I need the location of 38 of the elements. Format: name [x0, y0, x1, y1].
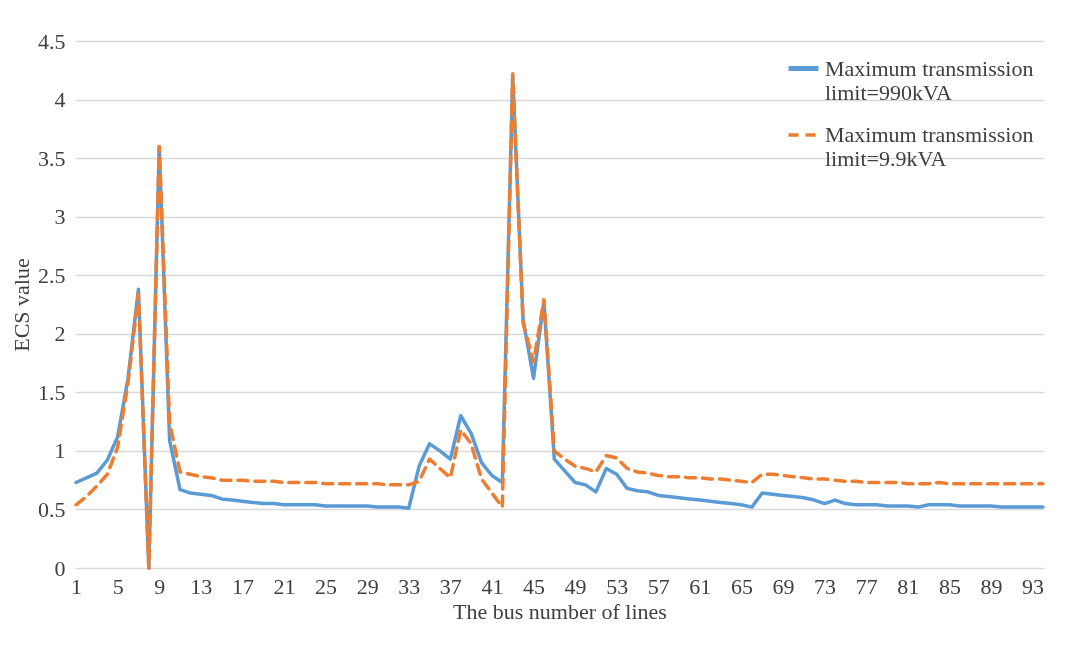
y-tick-label: 4.5 — [38, 28, 66, 54]
y-tick-label: 1 — [54, 438, 66, 464]
x-tick-label: 77 — [855, 573, 878, 599]
x-tick-label: 9 — [154, 573, 166, 599]
x-tick-label: 61 — [689, 573, 712, 599]
y-tick-label: 3 — [54, 204, 66, 230]
x-tick-label: 25 — [315, 573, 338, 599]
x-tick-label: 81 — [897, 573, 920, 599]
x-tick-label: 37 — [439, 573, 462, 599]
x-tick-label: 53 — [606, 573, 629, 599]
y-tick-label: 4 — [54, 87, 66, 113]
y-tick-label: 2.5 — [38, 262, 66, 288]
x-tick-label: 33 — [398, 573, 421, 599]
x-tick-label: 41 — [481, 573, 504, 599]
y-axis-title: ECS value — [9, 258, 34, 352]
y-tick-label: 1.5 — [38, 379, 66, 405]
x-tick-label: 73 — [814, 573, 837, 599]
x-tick-label: 85 — [938, 573, 961, 599]
y-tick-label: 0.5 — [38, 496, 66, 522]
legend-label: Maximum transmission limit=9.9kVA — [825, 122, 1034, 171]
x-tick-label: 1 — [71, 573, 83, 599]
x-tick-label: 29 — [356, 573, 379, 599]
x-tick-label: 49 — [564, 573, 587, 599]
x-tick-label: 45 — [523, 573, 546, 599]
y-tick-label: 2 — [54, 321, 66, 347]
legend-label: Maximum transmission limit=990kVA — [825, 55, 1034, 105]
x-tick-label: 93 — [1022, 573, 1045, 599]
x-tick-label: 17 — [231, 573, 254, 599]
x-tick-label: 5 — [112, 573, 124, 599]
x-tick-label: 65 — [730, 573, 753, 599]
x-axis-title: The bus number of lines — [453, 598, 667, 624]
x-tick-label: 13 — [190, 573, 213, 599]
x-tick-label: 21 — [273, 573, 296, 599]
x-tick-label: 57 — [647, 573, 670, 599]
x-tick-label: 69 — [772, 573, 795, 599]
y-tick-label: 3.5 — [38, 145, 66, 171]
x-tick-label: 89 — [980, 573, 1003, 599]
y-tick-label: 0 — [54, 555, 66, 581]
